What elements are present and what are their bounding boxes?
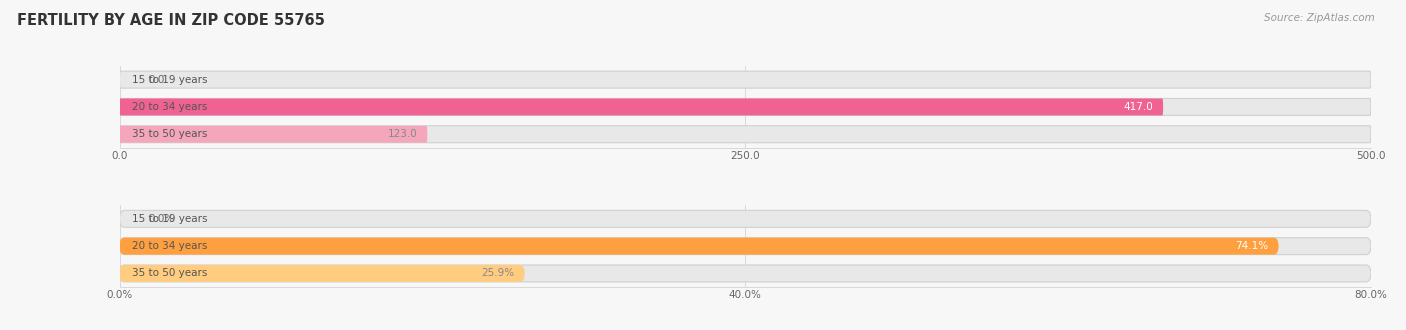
Text: 20 to 34 years: 20 to 34 years <box>132 102 208 112</box>
Text: 20 to 34 years: 20 to 34 years <box>132 241 208 251</box>
FancyBboxPatch shape <box>120 71 1371 88</box>
Text: 35 to 50 years: 35 to 50 years <box>132 129 208 139</box>
FancyBboxPatch shape <box>120 265 524 282</box>
FancyBboxPatch shape <box>120 98 1163 115</box>
Text: 0.0%: 0.0% <box>148 214 174 224</box>
Text: Source: ZipAtlas.com: Source: ZipAtlas.com <box>1264 13 1375 23</box>
Text: FERTILITY BY AGE IN ZIP CODE 55765: FERTILITY BY AGE IN ZIP CODE 55765 <box>17 13 325 28</box>
FancyBboxPatch shape <box>120 98 1371 115</box>
Text: 0.0: 0.0 <box>148 75 165 85</box>
Text: 15 to 19 years: 15 to 19 years <box>132 214 208 224</box>
Text: 417.0: 417.0 <box>1123 102 1153 112</box>
Text: 35 to 50 years: 35 to 50 years <box>132 268 208 279</box>
FancyBboxPatch shape <box>120 126 427 143</box>
FancyBboxPatch shape <box>120 126 1371 143</box>
FancyBboxPatch shape <box>120 238 1278 255</box>
Text: 123.0: 123.0 <box>388 129 418 139</box>
FancyBboxPatch shape <box>120 238 1371 255</box>
FancyBboxPatch shape <box>120 211 1371 227</box>
FancyBboxPatch shape <box>120 265 1371 282</box>
Text: 74.1%: 74.1% <box>1236 241 1268 251</box>
Text: 25.9%: 25.9% <box>481 268 515 279</box>
Text: 15 to 19 years: 15 to 19 years <box>132 75 208 85</box>
